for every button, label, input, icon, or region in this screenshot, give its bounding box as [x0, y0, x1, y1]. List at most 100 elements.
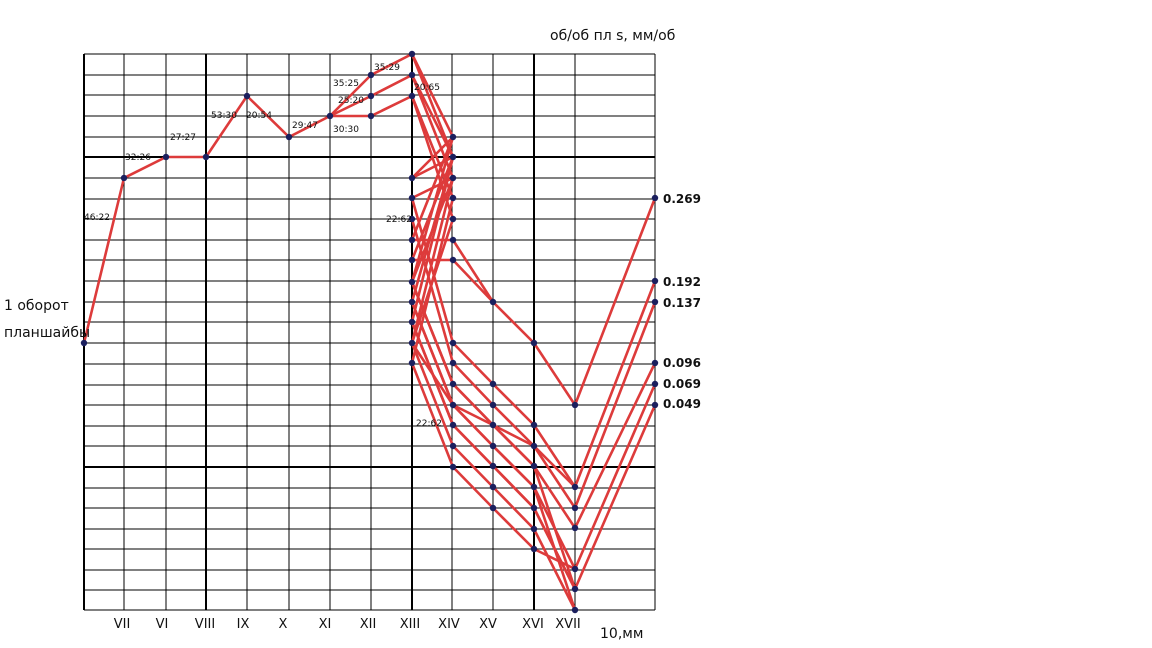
- shaft-label: VIII: [195, 617, 215, 632]
- gear-ratio-label: 20:65: [414, 83, 440, 93]
- feed-label: 0.192: [663, 275, 701, 289]
- ray-node: [408, 194, 416, 202]
- ray-node: [162, 153, 170, 161]
- ray-node: [571, 565, 579, 573]
- ray-node: [408, 298, 416, 306]
- shaft-labels: VII VI VIII IX X XI XII XIII XIV XV XVI …: [114, 617, 581, 632]
- feed-labels: 0.269 0.192 0.137 0.096 0.069 0.049: [663, 192, 701, 411]
- ray-node: [530, 483, 538, 491]
- ray-node: [571, 483, 579, 491]
- ray-node: [449, 153, 457, 161]
- ray-node: [571, 524, 579, 532]
- ray-node: [449, 442, 457, 450]
- ray-node: [367, 112, 375, 120]
- grid: [83, 53, 656, 611]
- ray-node: [530, 545, 538, 553]
- shaft-label: X: [279, 617, 288, 632]
- ray-node: [489, 380, 497, 388]
- feed-label: 0.049: [663, 397, 701, 411]
- shaft-label: XV: [479, 617, 497, 632]
- shaft-label: XVI: [522, 617, 544, 632]
- feed-label: 0.069: [663, 377, 701, 391]
- ray-node: [285, 133, 293, 141]
- ray-node: [449, 339, 457, 347]
- gear-ratio-label: 22:62: [416, 419, 442, 429]
- ray-node: [449, 380, 457, 388]
- gear-ratio-label: 35:25: [333, 79, 359, 89]
- ray-node: [449, 421, 457, 429]
- feed-label: 0.137: [663, 296, 701, 310]
- ray-node: [408, 92, 416, 100]
- ray-node: [202, 153, 210, 161]
- speed-ray: [410, 301, 657, 571]
- gear-ratio-label: 46:22: [84, 213, 110, 223]
- gear-ratio-label: 32:26: [125, 153, 151, 163]
- gear-ratio-label: 29:47: [292, 121, 318, 131]
- ray-node: [408, 256, 416, 264]
- ray-node: [651, 277, 659, 285]
- ray-node: [530, 525, 538, 533]
- ray-node: [408, 359, 416, 367]
- ray-node: [408, 278, 416, 286]
- ray-nodes: [80, 50, 659, 614]
- ray-node: [651, 401, 659, 409]
- ray-node: [571, 504, 579, 512]
- gear-ratio-label: 20:54: [246, 111, 272, 121]
- ray-node: [367, 71, 375, 79]
- ray-node: [120, 174, 128, 182]
- feed-label: 0.269: [663, 192, 701, 206]
- gear-ratio-labels: 46:22 32:26 27:27 53:30 20:54 29:47 35:2…: [84, 63, 442, 429]
- ray-node: [408, 71, 416, 79]
- gear-ratio-label: 22:62: [386, 215, 412, 225]
- left-label-line2: планшайбы: [4, 325, 90, 341]
- ray-node: [367, 92, 375, 100]
- ray-node: [408, 50, 416, 58]
- ray-node: [530, 339, 538, 347]
- ray-node: [530, 442, 538, 450]
- speed-ray: [410, 197, 657, 489]
- speed-ray: [410, 281, 657, 530]
- x-axis-label: 10,мм: [600, 626, 643, 642]
- ray-node: [408, 236, 416, 244]
- ray-node: [530, 421, 538, 429]
- feed-label: 0.096: [663, 356, 701, 370]
- ray-node: [80, 339, 88, 347]
- ray-node: [651, 298, 659, 306]
- ray-node: [489, 421, 497, 429]
- ray-node: [571, 585, 579, 593]
- shaft-label: XIII: [400, 617, 420, 632]
- shaft-label: XI: [319, 617, 332, 632]
- ray-node: [449, 256, 457, 264]
- ray-node: [408, 318, 416, 326]
- ray-node: [571, 401, 579, 409]
- ray-node: [449, 133, 457, 141]
- ray-node: [530, 462, 538, 470]
- gear-ratio-label: 27:27: [170, 133, 196, 143]
- speed-ray: [412, 197, 657, 407]
- ray-node: [571, 606, 579, 614]
- ray-node: [449, 463, 457, 471]
- ray-node: [651, 359, 659, 367]
- shaft-label: VII: [114, 617, 131, 632]
- ray-node: [530, 504, 538, 512]
- ray-node: [489, 442, 497, 450]
- ray-node: [243, 92, 251, 100]
- ray-node: [449, 359, 457, 367]
- gear-ratio-label: 30:30: [333, 125, 359, 135]
- ray-node: [651, 380, 659, 388]
- ray-node: [449, 215, 457, 223]
- gear-ratio-label: 35:29: [374, 63, 400, 73]
- shaft-label: XII: [360, 617, 377, 632]
- ray-node: [449, 194, 457, 202]
- speed-ray: [410, 218, 657, 510]
- ray-node: [449, 401, 457, 409]
- left-label-line1: 1 оборот: [4, 298, 69, 314]
- ray-node: [651, 194, 659, 202]
- ray-node: [449, 174, 457, 182]
- ray-node: [408, 174, 416, 182]
- title-units: об/об пл s, мм/об: [550, 28, 675, 44]
- ray-node: [326, 112, 334, 120]
- ray-node: [408, 339, 416, 347]
- ray-node: [408, 215, 416, 223]
